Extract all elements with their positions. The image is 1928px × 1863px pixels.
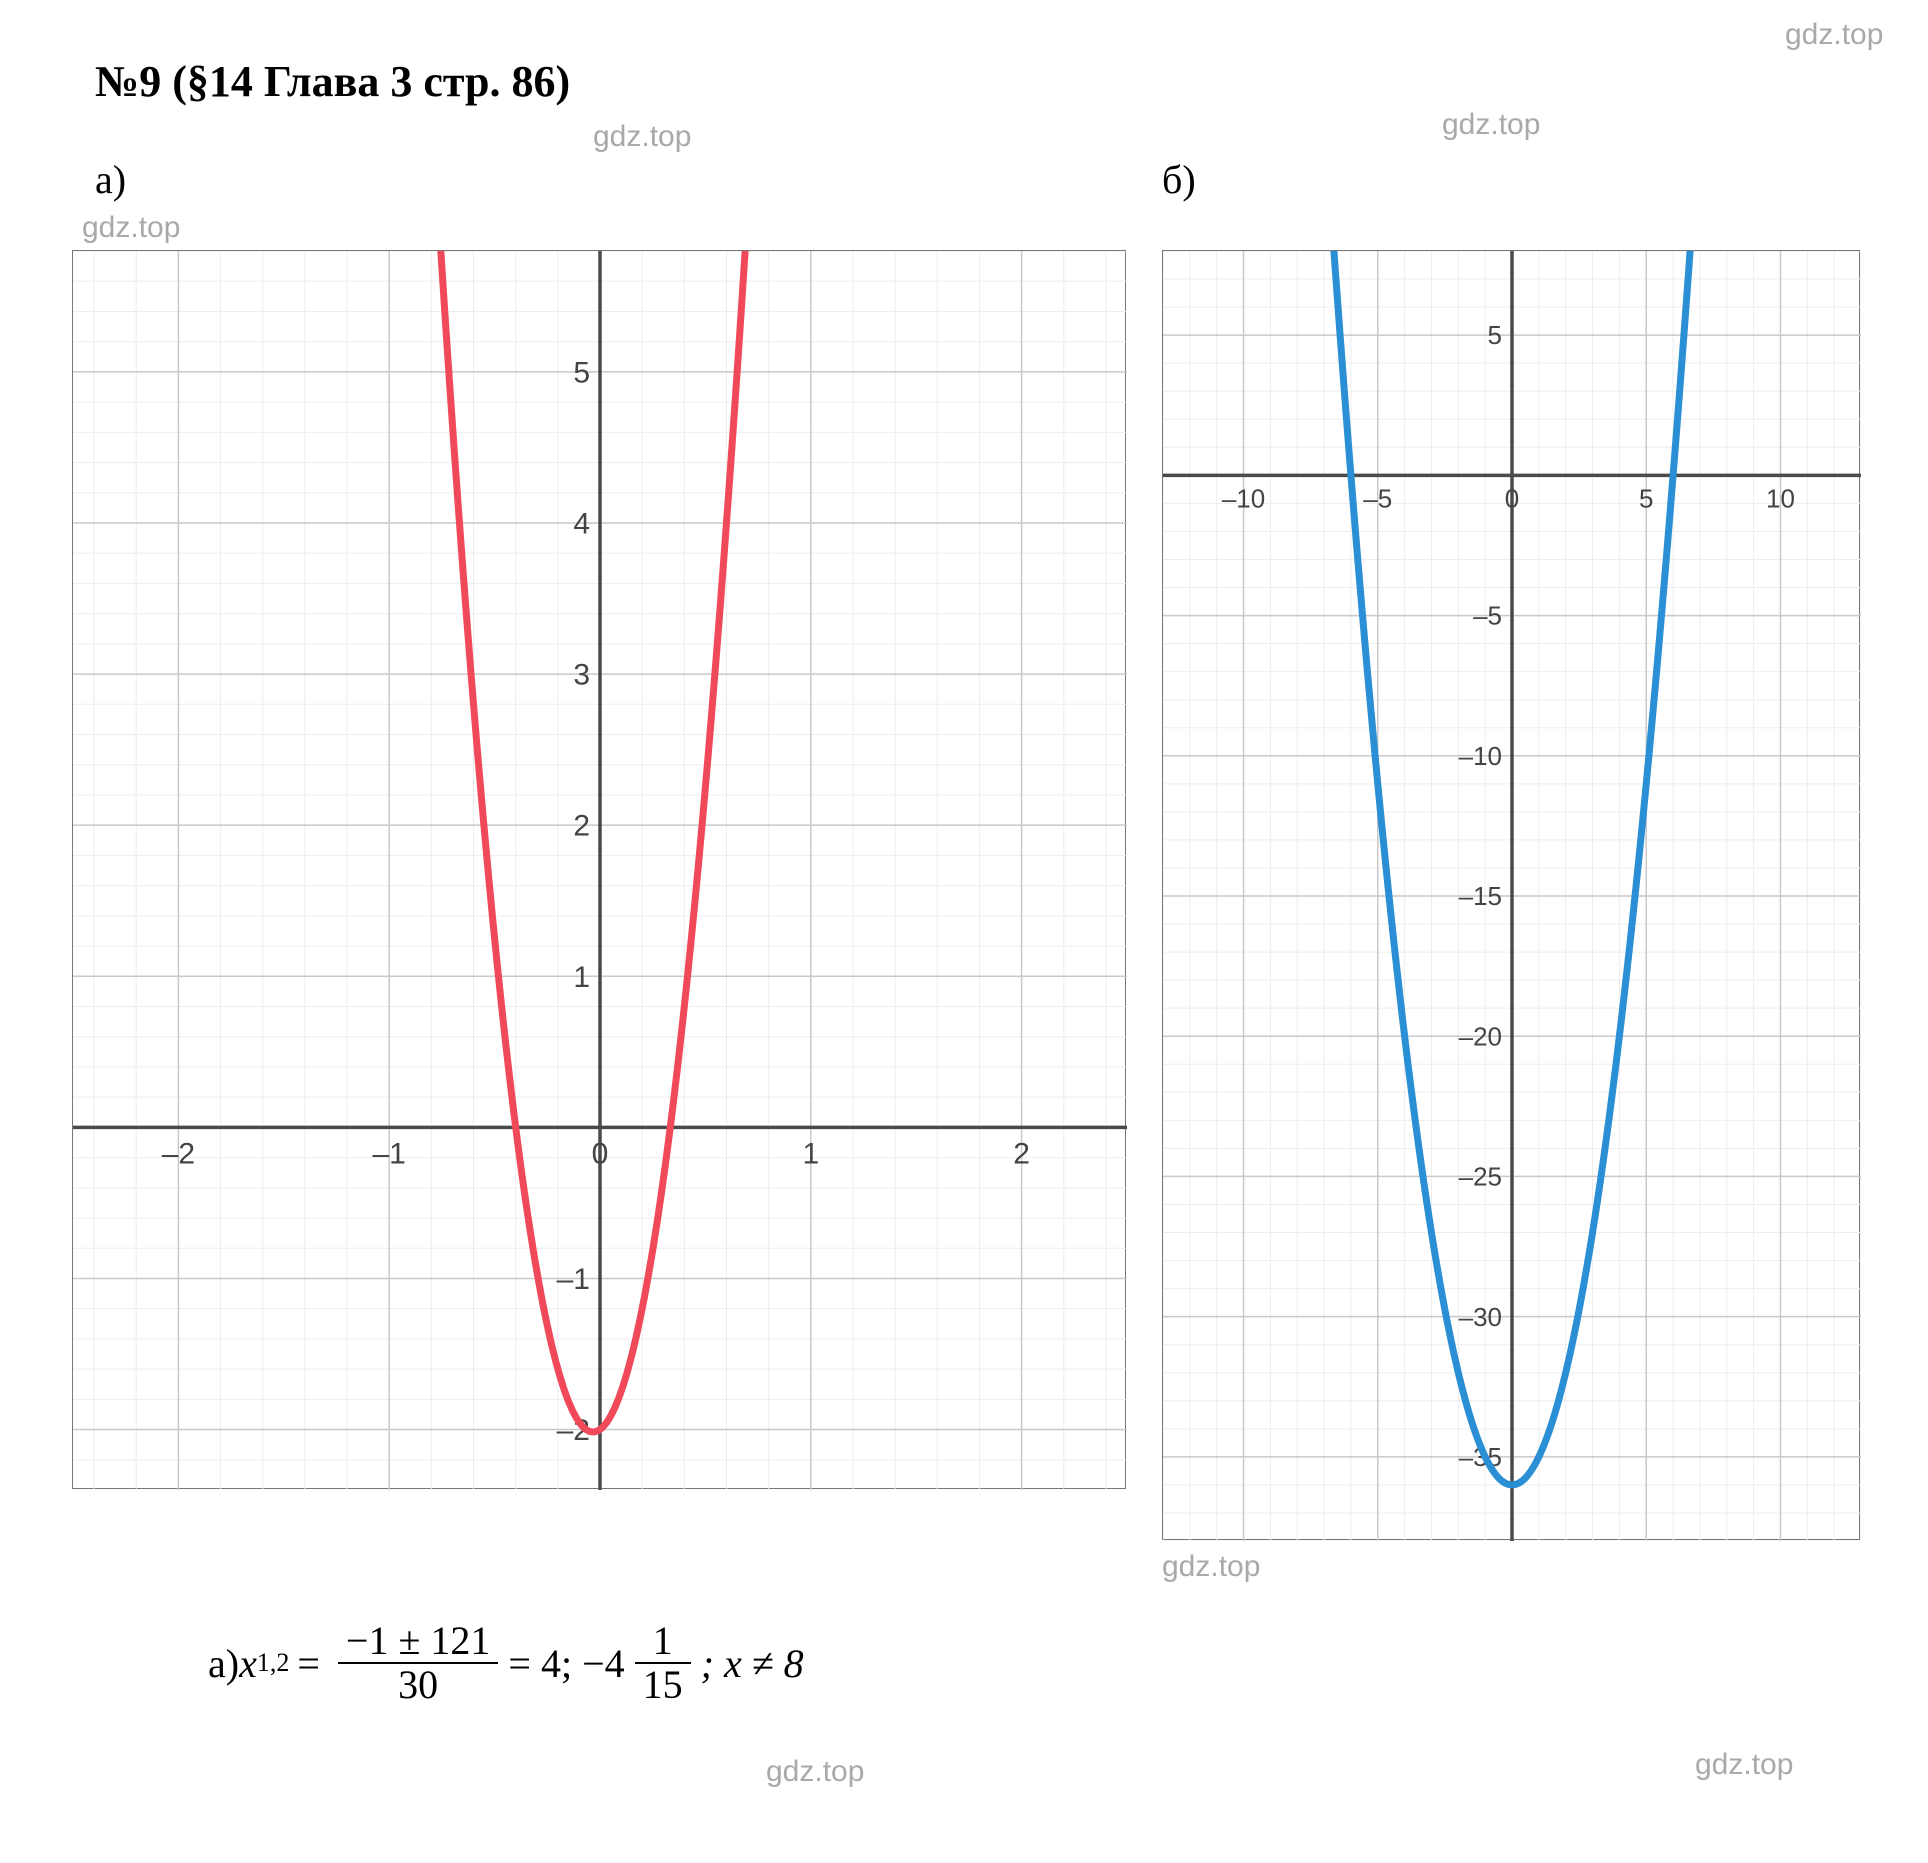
svg-text:1: 1 [573,961,590,994]
svg-text:–5: –5 [1473,601,1502,631]
svg-text:–1: –1 [373,1137,406,1170]
watermark: gdz.top [1442,108,1540,142]
svg-text:–10: –10 [1222,483,1265,513]
svg-text:5: 5 [1488,320,1502,350]
answer-formula: а) x 1,2 = −1 ± 121 30 = 4; −4 1 15 ; x … [208,1620,804,1706]
svg-text:3: 3 [573,659,590,692]
answer-frac2: 1 15 [635,1620,691,1706]
watermark: gdz.top [1162,1550,1260,1584]
answer-mid: = 4; −4 [508,1640,624,1687]
watermark: gdz.top [1785,18,1883,52]
answer-tail: ; x ≠ 8 [701,1640,804,1687]
svg-text:1: 1 [802,1137,819,1170]
answer-num1: −1 ± 121 [338,1620,499,1662]
answer-eq1: = [297,1640,320,1687]
watermark: gdz.top [766,1755,864,1789]
page-title: №9 (§14 Глава 3 стр. 86) [95,56,570,107]
svg-text:5: 5 [1639,483,1653,513]
answer-prefix: а) [208,1640,239,1687]
svg-text:–25: –25 [1459,1162,1502,1192]
svg-text:–5: –5 [1363,483,1392,513]
svg-text:5: 5 [573,356,590,389]
watermark: gdz.top [1695,1748,1793,1782]
watermark: gdz.top [593,120,691,154]
answer-frac1: −1 ± 121 30 [338,1620,499,1706]
answer-den2: 15 [635,1664,691,1706]
svg-text:–2: –2 [162,1137,195,1170]
svg-text:–10: –10 [1459,741,1502,771]
svg-text:10: 10 [1766,483,1795,513]
svg-text:4: 4 [573,507,590,540]
answer-den1: 30 [390,1664,446,1706]
svg-text:0: 0 [1505,483,1519,513]
svg-text:–1: –1 [557,1263,590,1296]
svg-text:–20: –20 [1459,1021,1502,1051]
svg-text:–15: –15 [1459,881,1502,911]
label-b: б) [1162,156,1196,203]
watermark: gdz.top [82,211,180,245]
chart-b: –10–50510–35–30–25–20–15–10–55 [1162,250,1860,1540]
answer-var: x [239,1640,257,1687]
svg-text:–30: –30 [1459,1302,1502,1332]
chart-a: –2–1012–2–112345 [72,250,1126,1489]
svg-text:2: 2 [1013,1137,1030,1170]
answer-sub: 1,2 [257,1648,290,1678]
label-a: а) [95,156,126,203]
answer-num2: 1 [645,1620,681,1662]
svg-text:2: 2 [573,810,590,843]
svg-text:0: 0 [592,1137,609,1170]
